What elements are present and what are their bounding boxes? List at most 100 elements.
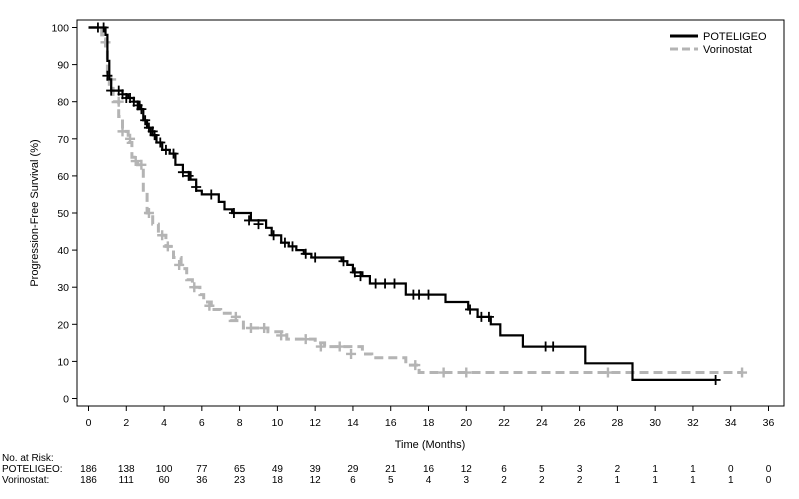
censor-mark bbox=[189, 282, 200, 293]
risk-cell: 1 bbox=[652, 475, 658, 486]
censor-mark bbox=[438, 367, 449, 378]
censor-mark bbox=[183, 170, 194, 181]
censor-mark bbox=[355, 271, 366, 282]
x-tick-label: 4 bbox=[161, 417, 167, 429]
risk-cell: 16 bbox=[423, 464, 435, 475]
x-tick-label: 6 bbox=[199, 417, 205, 429]
risk-cell: 1 bbox=[615, 475, 621, 486]
censor-mark bbox=[548, 341, 559, 352]
risk-cell: 5 bbox=[539, 464, 545, 475]
censor-mark bbox=[737, 367, 748, 378]
risk-cell: 138 bbox=[118, 464, 135, 475]
censor-mark bbox=[140, 115, 151, 126]
risk-cell: 186 bbox=[80, 464, 97, 475]
series-vorinostat bbox=[88, 26, 748, 378]
censor-mark bbox=[380, 278, 391, 289]
censor-mark bbox=[206, 189, 217, 200]
censor-mark bbox=[483, 311, 494, 322]
y-tick-label: 70 bbox=[57, 134, 69, 146]
risk-cell: 60 bbox=[158, 475, 170, 486]
x-tick-label: 12 bbox=[309, 417, 321, 429]
risk-cell: 1 bbox=[690, 475, 696, 486]
x-tick-label: 36 bbox=[763, 417, 775, 429]
censor-mark bbox=[268, 230, 279, 241]
x-tick-label: 0 bbox=[86, 417, 92, 429]
censor-mark bbox=[125, 133, 136, 144]
risk-table: No. at Risk: POTELIGEO: Vorinostat: 186 1… bbox=[2, 453, 772, 486]
series-poteligeo bbox=[88, 22, 721, 385]
y-tick-label: 20 bbox=[57, 319, 69, 331]
censor-mark bbox=[155, 137, 166, 148]
x-tick-label: 10 bbox=[272, 417, 284, 429]
risk-cell: 39 bbox=[310, 464, 322, 475]
y-tick-label: 90 bbox=[57, 60, 69, 72]
risk-row-label-poteligeo: POTELIGEO: bbox=[2, 464, 63, 475]
censor-mark bbox=[228, 208, 239, 218]
risk-cell: 2 bbox=[539, 475, 545, 486]
risk-cell: 77 bbox=[196, 464, 208, 475]
legend-label-vorinostat: Vorinostat bbox=[703, 44, 752, 56]
risk-cell: 23 bbox=[234, 475, 246, 486]
censor-mark bbox=[230, 311, 241, 322]
risk-cell: 21 bbox=[385, 464, 397, 475]
risk-cell: 0 bbox=[766, 464, 772, 475]
km-curve-vorinostat bbox=[88, 26, 743, 374]
x-tick-label: 18 bbox=[423, 417, 435, 429]
risk-cell: 29 bbox=[347, 464, 359, 475]
x-axis-title: Time (Months) bbox=[395, 439, 466, 451]
series-layer bbox=[88, 22, 748, 385]
censor-mark bbox=[276, 330, 287, 341]
censor-mark bbox=[300, 248, 311, 259]
risk-cell: 100 bbox=[156, 464, 173, 475]
censor-mark bbox=[245, 323, 256, 334]
x-tick-label: 22 bbox=[498, 417, 510, 429]
censor-mark bbox=[160, 144, 171, 155]
censor-mark bbox=[136, 104, 147, 115]
censor-mark bbox=[346, 348, 357, 359]
risk-cell: 65 bbox=[234, 464, 246, 475]
censor-mark bbox=[423, 289, 434, 300]
censor-mark bbox=[414, 289, 425, 300]
x-tick-label: 30 bbox=[649, 417, 661, 429]
censor-mark bbox=[100, 37, 111, 48]
censor-mark bbox=[244, 215, 255, 226]
censor-mark bbox=[204, 300, 215, 311]
risk-cell: 18 bbox=[272, 475, 284, 486]
censor-mark bbox=[136, 159, 147, 170]
censor-mark bbox=[177, 167, 188, 178]
censor-mark bbox=[162, 241, 173, 252]
y-tick-label: 40 bbox=[57, 245, 69, 257]
censor-mark bbox=[710, 374, 721, 385]
x-tick-label: 16 bbox=[385, 417, 397, 429]
y-axis-title: Progression-Free Survival (%) bbox=[29, 139, 41, 286]
risk-cell: 5 bbox=[388, 475, 394, 486]
censor-mark bbox=[315, 341, 326, 352]
risk-cell: 186 bbox=[80, 475, 97, 486]
censor-mark bbox=[410, 360, 421, 371]
censor-mark bbox=[287, 241, 298, 252]
x-tick-label: 20 bbox=[460, 417, 472, 429]
risk-cell: 2 bbox=[615, 464, 621, 475]
risk-cell: 36 bbox=[196, 475, 208, 486]
censor-mark bbox=[157, 230, 168, 241]
censor-mark bbox=[113, 96, 124, 107]
x-tick-label: 14 bbox=[347, 417, 359, 429]
censor-mark bbox=[338, 256, 349, 267]
censor-mark bbox=[310, 252, 321, 263]
risk-cell: 2 bbox=[577, 475, 583, 486]
risk-cell: 3 bbox=[577, 464, 583, 475]
censor-mark bbox=[168, 148, 179, 159]
censor-mark bbox=[117, 126, 128, 137]
y-tick-label: 30 bbox=[57, 282, 69, 294]
risk-cell: 2 bbox=[501, 475, 507, 486]
y-axis: 0 10 20 30 40 50 60 70 80 90 100 bbox=[51, 23, 77, 406]
censor-mark bbox=[334, 341, 345, 352]
risk-table-header: No. at Risk: bbox=[2, 453, 54, 464]
censor-mark bbox=[465, 304, 476, 315]
censor-mark bbox=[259, 323, 270, 334]
risk-cell: 0 bbox=[766, 475, 772, 486]
censor-mark bbox=[279, 237, 290, 248]
risk-row-label-vorinostat: Vorinostat: bbox=[2, 475, 49, 486]
censor-mark bbox=[370, 278, 381, 289]
